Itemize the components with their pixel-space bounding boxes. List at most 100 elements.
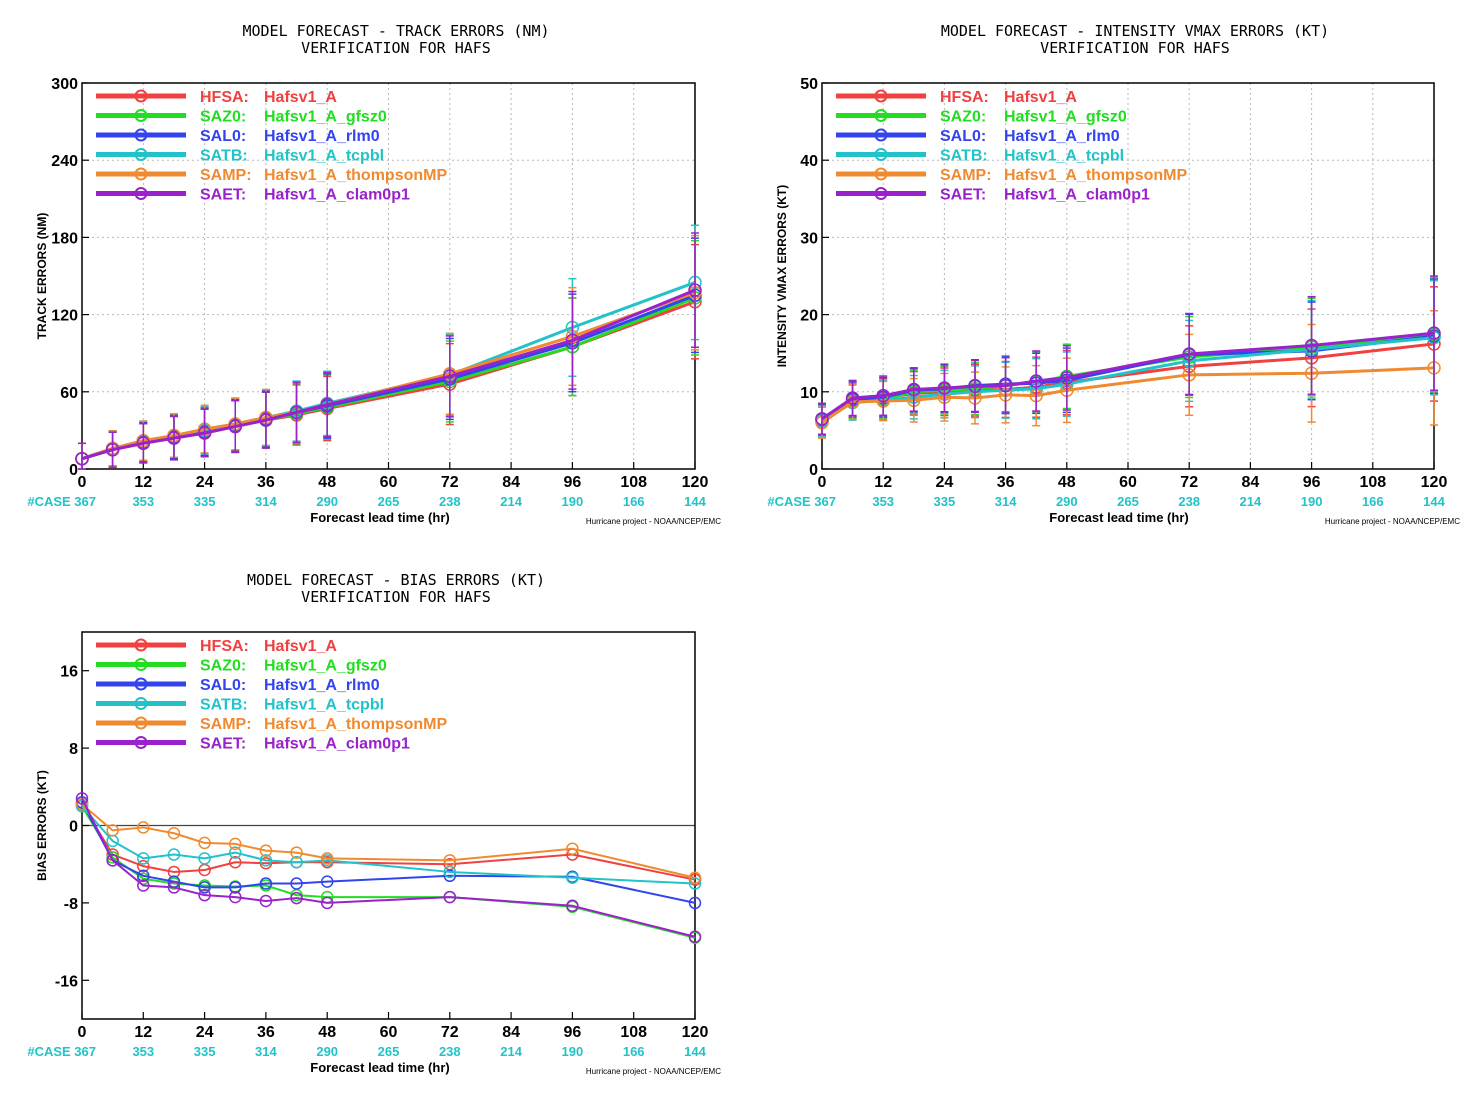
series-line: [81, 803, 696, 881]
legend-swatch-marker: [134, 167, 148, 181]
legend-swatch-marker: [874, 109, 888, 122]
data-point: [290, 877, 303, 890]
data-point: [320, 875, 334, 888]
data-point: [290, 856, 303, 869]
data-point: [688, 877, 702, 890]
data-point: [198, 852, 211, 865]
data-point: [229, 890, 242, 904]
legend-name: Hafsv1_A_gfsz0: [264, 109, 387, 126]
data-point: [259, 854, 273, 867]
case-count: 335: [194, 494, 216, 509]
case-count: 314: [255, 494, 277, 509]
legend-swatch-marker: [134, 109, 148, 122]
x-tick-label: 24: [196, 474, 214, 491]
x-tick-label: 108: [620, 474, 647, 491]
data-point: [198, 881, 211, 894]
legend-name: Hafsv1_A_clam0p1: [1004, 187, 1150, 204]
x-tick-label: 60: [380, 474, 398, 491]
x-tick-label: 96: [564, 474, 582, 491]
legend-code: SATB:: [200, 697, 248, 714]
series-samp: [75, 797, 702, 884]
legend-code: SAMP:: [200, 716, 252, 733]
legend-name: Hafsv1_A_gfsz0: [264, 658, 387, 675]
data-point: [137, 852, 150, 865]
data-point: [907, 382, 921, 397]
legend-code: SAZ0:: [940, 109, 986, 126]
case-count: 144: [684, 1044, 706, 1059]
x-tick-label: 84: [502, 1024, 520, 1041]
case-count: 353: [132, 1044, 154, 1059]
legend-entry: SAMP: Hafsv1_A_thompsonMP: [96, 716, 447, 733]
legend-name: Hafsv1_A_rlm0: [264, 677, 380, 694]
chart-subtitle: VERIFICATION FOR HAFS: [301, 588, 491, 606]
data-point: [1060, 371, 1074, 385]
legend-code: SAZ0:: [200, 109, 246, 126]
data-point: [75, 451, 89, 466]
legend-code: SAZ0:: [200, 658, 246, 675]
case-count: 238: [1178, 494, 1200, 509]
case-count: 190: [1301, 494, 1323, 509]
case-count: 238: [439, 1044, 461, 1059]
data-point: [968, 379, 982, 394]
data-point: [566, 899, 579, 913]
data-point: [937, 381, 952, 395]
legend-name: Hafsv1_A_gfsz0: [1004, 109, 1127, 126]
legend-name: Hafsv1_A_tcpbl: [1004, 148, 1124, 165]
case-count: 290: [1056, 494, 1078, 509]
legend-swatch-marker: [134, 736, 148, 749]
data-point: [1182, 347, 1196, 361]
legend-swatch-marker: [874, 187, 888, 200]
legend-swatch-marker: [134, 716, 148, 730]
legend-name: Hafsv1_A_rlm0: [264, 128, 380, 145]
y-tick-label: 240: [51, 153, 78, 170]
chart-subtitle: VERIFICATION FOR HAFS: [301, 39, 491, 57]
series-line: [821, 331, 1435, 421]
data-point: [845, 391, 860, 405]
case-count: 265: [378, 494, 400, 509]
legend-entry: SATB: Hafsv1_A_tcpbl: [96, 148, 384, 165]
y-tick-label: 30: [800, 230, 818, 247]
x-tick-label: 120: [682, 1024, 709, 1041]
x-tick-label: 48: [318, 474, 336, 491]
legend-entry: HFSA: Hafsv1_A: [836, 89, 1077, 106]
x-tick-label: 12: [874, 474, 892, 491]
case-count: 144: [684, 494, 706, 509]
y-tick-label: 0: [69, 819, 78, 836]
legend-code: SAL0:: [200, 128, 246, 145]
legend-entry: SAMP: Hafsv1_A_thompsonMP: [836, 167, 1187, 184]
data-point: [688, 871, 702, 884]
legend-code: SATB:: [940, 148, 988, 165]
data-point: [443, 369, 457, 384]
legend-name: Hafsv1_A_clam0p1: [264, 187, 410, 204]
x-tick-label: 24: [196, 1024, 214, 1041]
data-point: [106, 854, 119, 867]
data-point: [197, 426, 212, 440]
x-tick-label: 120: [1421, 474, 1448, 491]
case-count: 214: [500, 1044, 522, 1059]
case-count: 290: [316, 494, 338, 509]
data-point: [228, 419, 242, 434]
case-count: 314: [995, 494, 1017, 509]
legend-entry: SAL0: Hafsv1_A_rlm0: [96, 677, 380, 694]
x-tick-label: 12: [134, 474, 152, 491]
legend-swatch-marker: [134, 148, 148, 161]
legend-code: SAL0:: [940, 128, 986, 145]
case-count: 190: [562, 494, 584, 509]
data-point: [259, 894, 273, 908]
chart-2: MODEL FORECAST - INTENSITY VMAX ERRORS (…: [767, 22, 1460, 526]
data-point: [1029, 374, 1043, 388]
legend-swatch-marker: [134, 89, 148, 103]
series-saet: [75, 232, 702, 470]
x-tick-label: 0: [78, 474, 87, 491]
x-tick-label: 96: [564, 1024, 582, 1041]
legend-code: SAL0:: [200, 677, 246, 694]
data-point: [290, 891, 303, 905]
legend-entry: HFSA: Hafsv1_A: [96, 89, 337, 106]
y-tick-label: 300: [51, 76, 78, 93]
x-tick-label: 72: [441, 474, 459, 491]
series-hfsa: [75, 797, 702, 886]
case-count: 290: [316, 1044, 338, 1059]
legend-code: SATB:: [200, 148, 248, 165]
series-sal0: [815, 278, 1441, 436]
case-count: 214: [500, 494, 522, 509]
